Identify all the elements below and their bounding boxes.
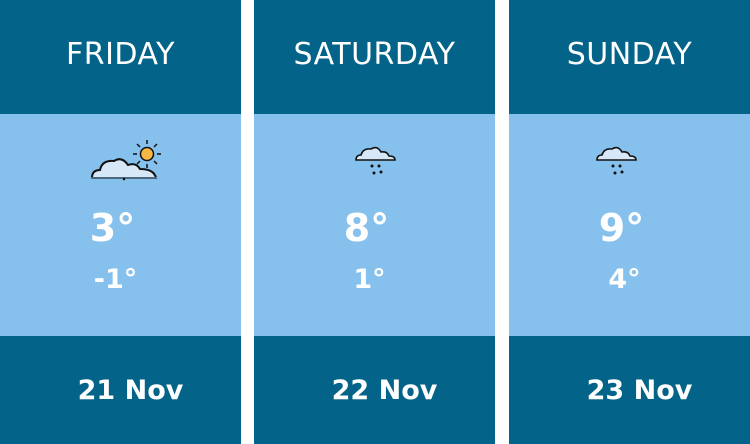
high-temp: 8° — [343, 206, 390, 250]
partly-cloudy-sun-icon — [89, 138, 162, 186]
day-name: SUNDAY — [509, 0, 750, 114]
date: 22 Nov — [254, 336, 495, 444]
high-temp: 3° — [89, 206, 136, 250]
cloud-rain-icon — [594, 144, 638, 182]
forecast-band: 8° 1° — [254, 114, 495, 336]
day-name: FRIDAY — [0, 0, 241, 114]
low-temp: -1° — [93, 264, 138, 295]
low-temp: 1° — [353, 264, 386, 295]
date: 23 Nov — [509, 336, 750, 444]
day-card-sunday: SUNDAY 9° 4° 23 Nov — [509, 0, 750, 444]
day-name: SATURDAY — [254, 0, 495, 114]
low-temp: 4° — [608, 264, 641, 295]
day-card-friday: FRIDAY 3° -1° 21 Nov — [0, 0, 241, 444]
forecast-band: 9° 4° — [509, 114, 750, 336]
forecast-band: 3° -1° — [0, 114, 241, 336]
cloud-rain-icon — [353, 144, 397, 182]
day-card-saturday: SATURDAY 8° 1° 22 Nov — [254, 0, 495, 444]
date: 21 Nov — [0, 336, 241, 444]
high-temp: 9° — [598, 206, 645, 250]
